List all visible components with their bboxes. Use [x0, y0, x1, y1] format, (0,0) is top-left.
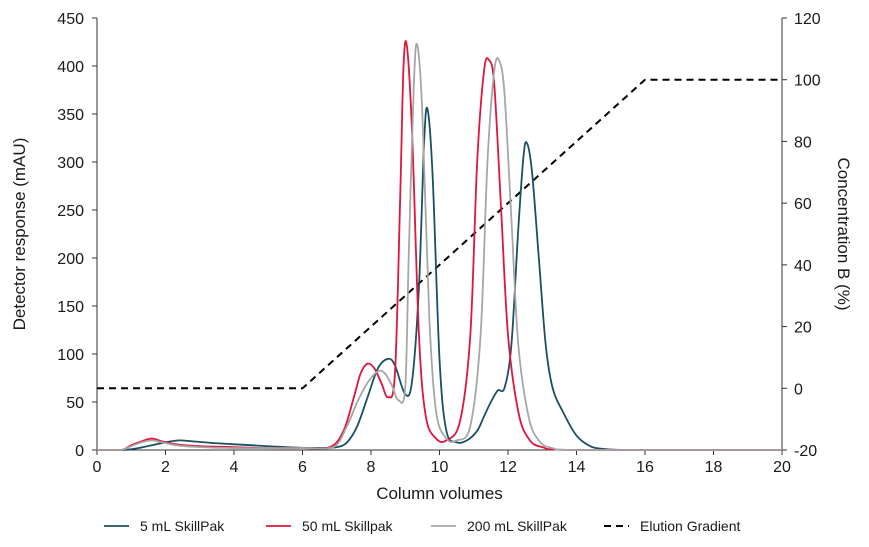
x-tick-label: 8	[367, 459, 376, 476]
x-tick-label: 6	[298, 459, 307, 476]
y-axis-title: Detector response (mAU)	[10, 138, 29, 331]
series-layer	[96, 40, 782, 451]
x-tick-label: 4	[230, 459, 239, 476]
axes: 0 2 4 6 8 10 12 14 16 18 2005010015020025030035040…	[57, 11, 821, 476]
x-tick-label: 12	[499, 459, 517, 476]
y-tick-label: 350	[57, 107, 84, 124]
y2-tick-label: 60	[794, 196, 812, 213]
legend-label: 5 mL SkillPak	[140, 518, 225, 534]
y-tick-label: 250	[57, 203, 84, 220]
x-tick-label: 20	[773, 459, 791, 476]
x-tick-label: 18	[705, 459, 723, 476]
legend-label: 200 mL SkillPak	[467, 518, 568, 534]
series-line-5-ml-skillpak	[96, 106, 782, 451]
series-line-200-ml-skillpak	[96, 42, 782, 451]
y-tick-label: 150	[57, 299, 84, 316]
x-tick-label: 0	[93, 459, 102, 476]
y2-tick-label: -20	[794, 443, 817, 460]
y2-tick-label: 80	[794, 134, 812, 151]
x-tick-label: 10	[431, 459, 449, 476]
y2-axis-title: Concentration B (%)	[834, 157, 853, 310]
series-line-50-ml-skillpak	[96, 40, 782, 451]
y-tick-label: 0	[75, 443, 84, 460]
x-tick-label: 2	[161, 459, 170, 476]
x-tick-label: 14	[568, 459, 586, 476]
y2-tick-label: 120	[794, 11, 821, 28]
legend: 5 mL SkillPak 50 mL Skillpak 200 mL SkillP…	[104, 518, 741, 534]
y2-tick-label: 40	[794, 258, 812, 275]
y-tick-label: 200	[57, 251, 84, 268]
y-tick-label: 300	[57, 155, 84, 172]
x-tick-label: 16	[636, 459, 654, 476]
y-tick-label: 450	[57, 11, 84, 28]
y-tick-label: 50	[66, 395, 84, 412]
legend-label: 50 mL Skillpak	[302, 518, 394, 534]
y-tick-label: 100	[57, 347, 84, 364]
y2-tick-label: 20	[794, 320, 812, 337]
x-axis-title: Column volumes	[376, 484, 503, 503]
y2-tick-label: 100	[794, 73, 821, 90]
y-tick-label: 400	[57, 59, 84, 76]
y2-tick-label: 0	[794, 381, 803, 398]
legend-label: Elution Gradient	[640, 518, 741, 534]
